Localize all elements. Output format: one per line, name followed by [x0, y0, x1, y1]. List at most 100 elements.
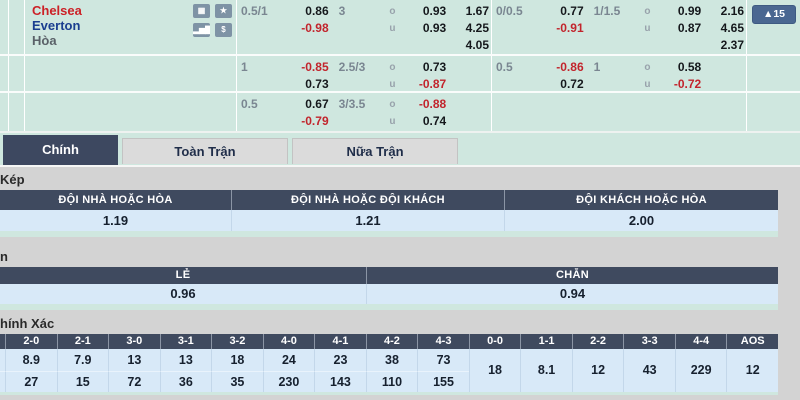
handicap-home-odds[interactable]: -0.86: [556, 60, 584, 74]
cs-odds-away[interactable]: 143: [314, 371, 366, 392]
tab-toan-tran[interactable]: Toàn Trận: [122, 138, 288, 164]
under-label: u: [644, 78, 651, 90]
cs-odds-aos[interactable]: 12: [726, 349, 778, 392]
handicap-home-odds[interactable]: 0.77: [560, 4, 584, 18]
dc-odds-away-or-draw[interactable]: 2.00: [504, 210, 778, 231]
cs-score-header: 3-1: [159, 334, 212, 349]
under-odds[interactable]: -0.72: [673, 77, 702, 91]
cropped-left-column: [0, 93, 9, 131]
cs-score-header: 3-3: [623, 334, 675, 349]
cs-score-header: 2-0: [5, 334, 57, 349]
cs-column-4-1: 4-1 23 143: [314, 334, 366, 392]
cs-column-aos: AOS 12: [726, 334, 778, 392]
cs-column-4-0: 4-0 24 230: [262, 334, 315, 392]
stats-chart-icon[interactable]: ▂▅▇: [193, 23, 210, 37]
over-odds[interactable]: -0.88: [418, 97, 447, 111]
cs-odds-home[interactable]: 8.9: [5, 349, 57, 371]
cs-odds-away[interactable]: 27: [5, 371, 57, 392]
cs-column-3-0: 3-0 13 72: [108, 334, 160, 392]
handicap-away-odds[interactable]: -0.79: [301, 114, 329, 128]
dc-odds-home-or-away[interactable]: 1.21: [231, 210, 504, 231]
handicap-home-odds[interactable]: 0.86: [305, 4, 329, 18]
cs-cropped-column: [0, 334, 5, 392]
x12-draw-odds[interactable]: 2.37: [720, 38, 744, 52]
dc-header-home-or-away: ĐỘI NHÀ HOẶC ĐỘI KHÁCH: [231, 190, 504, 210]
cs-odds-draw[interactable]: 12: [571, 349, 624, 392]
odd-even-title: n: [0, 249, 8, 264]
home-team-name[interactable]: Chelsea: [32, 3, 82, 18]
markets-content: Kép ĐỘI NHÀ HOẶC HÒA ĐỘI NHÀ HOẶC ĐỘI KH…: [0, 167, 800, 395]
tab-nua-tran[interactable]: Nữa Trận: [292, 138, 458, 164]
cs-score-header: 4-1: [314, 334, 366, 349]
cs-odds-draw[interactable]: 43: [623, 349, 675, 392]
cs-odds-home[interactable]: 13: [108, 349, 160, 371]
fulltime-odds-block-2: 1 -0.85 2.5/3 o 0.73 0.73 u -0.87: [237, 56, 492, 91]
over-odds[interactable]: 0.93: [422, 4, 447, 18]
handicap-line: 0.5: [496, 60, 513, 74]
handicap-away-odds[interactable]: -0.91: [556, 21, 584, 35]
money-icon[interactable]: $: [215, 23, 232, 37]
x12-away-odds[interactable]: 4.25: [465, 21, 489, 35]
away-team-name[interactable]: Everton: [32, 18, 81, 33]
handicap-away-odds[interactable]: 0.73: [305, 77, 329, 91]
handicap-away-odds[interactable]: 0.72: [560, 77, 584, 91]
handicap-home-odds[interactable]: -0.85: [301, 60, 329, 74]
under-odds[interactable]: 0.87: [677, 21, 702, 35]
cs-odds-home[interactable]: 24: [262, 349, 315, 371]
under-label: u: [644, 22, 651, 34]
cs-odds-draw[interactable]: 18: [468, 349, 521, 392]
cs-odds-away[interactable]: 36: [159, 371, 212, 392]
under-odds[interactable]: -0.87: [418, 77, 447, 91]
cs-odds-away[interactable]: 110: [365, 371, 418, 392]
cs-odds-away[interactable]: 230: [262, 371, 315, 392]
dc-header-home-or-draw: ĐỘI NHÀ HOẶC HÒA: [58, 194, 173, 206]
match-icon-group: ▦ ★ ▂▅▇ $: [193, 4, 232, 37]
x12-draw-odds[interactable]: 4.05: [465, 38, 489, 52]
cs-odds-home[interactable]: 18: [211, 349, 263, 371]
more-odds-badge[interactable]: ▲15: [752, 5, 796, 24]
dc-odds-home-or-draw[interactable]: 1.19: [102, 213, 129, 228]
under-odds[interactable]: 0.93: [422, 21, 447, 35]
cs-odds-home[interactable]: 73: [417, 349, 469, 371]
cs-odds-home[interactable]: 7.9: [56, 349, 109, 371]
cs-score-header: 4-3: [417, 334, 469, 349]
correct-score-table: 2-0 8.9 27 2-1 7.9 15 3-0 13 72 3-1 13 3…: [0, 334, 778, 395]
cs-odds-away[interactable]: 72: [108, 371, 160, 392]
x12-away-odds[interactable]: 4.65: [720, 21, 744, 35]
cs-odds-away[interactable]: 35: [211, 371, 263, 392]
cs-column-4-4: 4-4 229: [674, 334, 727, 392]
empty-team-cell: [25, 56, 237, 91]
cs-odds-draw[interactable]: 229: [674, 349, 727, 392]
spacer-column: [9, 0, 25, 54]
cs-odds-draw[interactable]: 8.1: [520, 349, 572, 392]
handicap-home-odds[interactable]: 0.67: [305, 97, 329, 111]
cs-odds-home[interactable]: 38: [365, 349, 418, 371]
fulltime-odds-block-1: 0.5/1 0.86 3 o 0.93 1.67 -0.98 u 0.93 4.…: [237, 0, 492, 54]
cs-odds-home[interactable]: 23: [314, 349, 366, 371]
oe-odds-odd[interactable]: 0.96: [170, 286, 196, 301]
odds-row-3: 0.5 0.67 3/3.5 o -0.88 -0.79 u 0.74: [0, 93, 800, 131]
cs-column-2-0: 2-0 8.9 27: [5, 334, 57, 392]
over-odds[interactable]: 0.99: [677, 4, 702, 18]
cs-odds-away[interactable]: 155: [417, 371, 469, 392]
oe-header-even: CHẴN: [366, 267, 778, 284]
ou-line: 3/3.5: [338, 97, 366, 111]
x12-home-odds[interactable]: 2.16: [720, 4, 744, 18]
cs-score-header: AOS: [726, 334, 778, 349]
dc-header-away-or-draw: ĐỘI KHÁCH HOẶC HÒA: [504, 190, 778, 210]
favorite-star-icon[interactable]: ★: [215, 4, 232, 18]
empty-team-cell: [25, 93, 237, 131]
double-chance-title: Kép: [0, 172, 25, 187]
oe-odds-even[interactable]: 0.94: [366, 284, 778, 304]
under-odds[interactable]: 0.74: [422, 114, 447, 128]
over-odds[interactable]: 0.58: [677, 60, 702, 74]
livescore-icon[interactable]: ▦: [193, 4, 210, 18]
handicap-line: 0.5: [241, 97, 258, 111]
cs-odds-home[interactable]: 13: [159, 349, 212, 371]
cs-column-1-1: 1-1 8.1: [520, 334, 572, 392]
over-odds[interactable]: 0.73: [422, 60, 447, 74]
cs-odds-away[interactable]: 15: [56, 371, 109, 392]
handicap-away-odds[interactable]: -0.98: [301, 21, 329, 35]
x12-home-odds[interactable]: 1.67: [465, 4, 489, 18]
tab-chinh[interactable]: Chính: [3, 135, 118, 165]
